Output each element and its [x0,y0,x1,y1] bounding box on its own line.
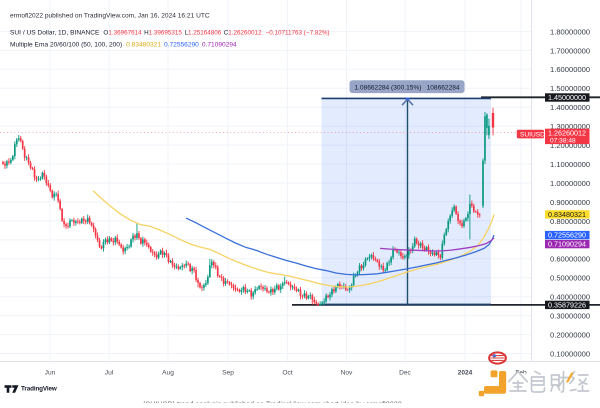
svg-text:1.40000000: 1.40000000 [550,103,590,112]
svg-text:ermofl2022 published on Tradin: ermofl2022 published on TradingView.com,… [10,13,210,20]
svg-text:0.40000000: 0.40000000 [550,293,590,302]
svg-text:1.26260012: 1.26260012 [548,128,586,137]
svg-text:1.60000000: 1.60000000 [550,65,590,74]
svg-text:Jul: Jul [105,369,114,376]
svg-text:0.90000000: 0.90000000 [550,198,590,207]
svg-text:Jun: Jun [45,369,56,376]
svg-text:0.30000000: 0.30000000 [550,312,590,321]
svg-text:Sep: Sep [222,369,234,376]
svg-text:(SUIUSD) trend analysis publis: (SUIUSD) trend analysis published on Tra… [143,400,402,404]
svg-text:Oct: Oct [282,369,292,376]
svg-text:0.35879226: 0.35879226 [548,300,586,309]
svg-text:1.08662284 (300.15%) 10866228: 1.08662284 (300.15%) 108662284 [354,84,460,91]
svg-text:1.50000000: 1.50000000 [550,84,590,93]
svg-text:0.50000000: 0.50000000 [550,274,590,283]
svg-text:1.30000000: 1.30000000 [550,122,590,131]
svg-text:1.00000000: 1.00000000 [550,179,590,188]
svg-text:Aug: Aug [162,369,174,376]
svg-text:Dec: Dec [399,369,411,376]
svg-text:0.83480321: 0.83480321 [548,210,586,219]
svg-text:Feb: Feb [515,369,527,376]
svg-text:0.60000000: 0.60000000 [550,255,590,264]
svg-text:0.10000000: 0.10000000 [550,349,590,358]
svg-text:1.20000000: 1.20000000 [550,141,590,150]
svg-text:07:38:48: 07:38:48 [550,138,576,145]
svg-text:Nov: Nov [341,369,353,376]
svg-text:0.71090294: 0.71090294 [548,240,586,249]
svg-text:0.80000000: 0.80000000 [550,217,590,226]
svg-text:1.80000000: 1.80000000 [550,27,590,36]
svg-text:1.45000000: 1.45000000 [548,93,586,102]
svg-text:2024: 2024 [458,369,473,376]
svg-text:0.72556290: 0.72556290 [548,231,586,240]
svg-text:1.10000000: 1.10000000 [550,160,590,169]
svg-text:SUIUSD: SUIUSD [520,131,545,138]
svg-text:TradingView: TradingView [21,386,57,393]
svg-text:0.20000000: 0.20000000 [550,331,590,340]
svg-text:1.70000000: 1.70000000 [550,46,590,55]
